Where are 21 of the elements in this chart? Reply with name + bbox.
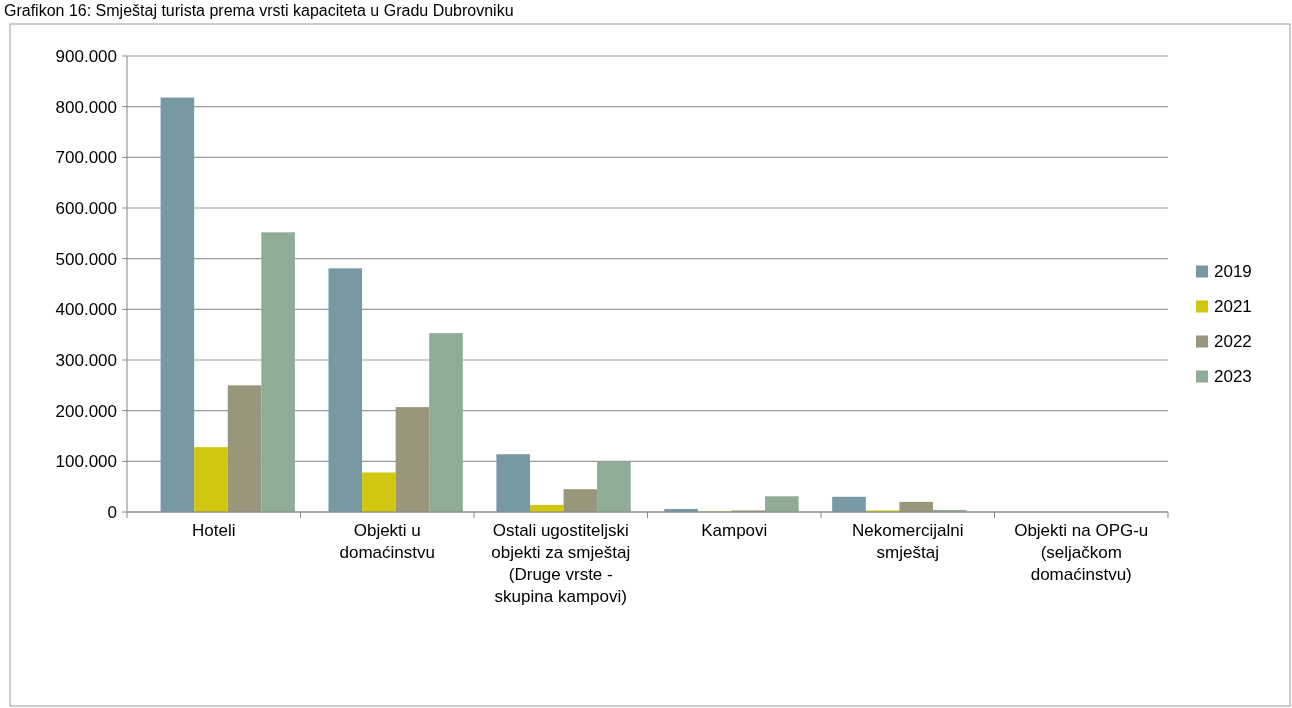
y-tick-label: 600.000 xyxy=(55,198,117,218)
y-tick-label: 300.000 xyxy=(55,350,117,370)
y-tick-label: 100.000 xyxy=(55,452,117,472)
y-tick-label: 700.000 xyxy=(55,148,117,168)
legend-label: 2019 xyxy=(1214,262,1252,282)
legend-label: 2023 xyxy=(1214,367,1252,387)
x-tick-label: Hoteli xyxy=(192,521,236,540)
x-tick-label: Objekti u domaćinstvu xyxy=(339,521,435,562)
y-tick-label: 800.000 xyxy=(55,97,117,117)
x-tick-label: Kampovi xyxy=(701,521,768,540)
x-tick-label: Nekomercijalni smještaj xyxy=(852,521,964,562)
y-tick-label: 200.000 xyxy=(55,401,117,421)
legend-label: 2021 xyxy=(1214,297,1252,317)
y-tick-label: 0 xyxy=(107,502,117,522)
y-tick-label: 500.000 xyxy=(55,249,117,269)
legend-label: 2022 xyxy=(1214,332,1252,352)
x-tick-label: Objekti na OPG-u (seljačkom domaćinstvu) xyxy=(1014,521,1149,584)
y-tick-label: 400.000 xyxy=(55,300,117,320)
x-tick-label: Ostali ugostiteljski objekti za smještaj (Druge vrste - skupina kampovi) xyxy=(491,521,631,606)
chart-title: Grafikon 16: Smještaj turista prema vrsti kapaciteta u Gradu Dubrovniku xyxy=(4,2,514,19)
y-tick-label: 900.000 xyxy=(55,46,117,66)
